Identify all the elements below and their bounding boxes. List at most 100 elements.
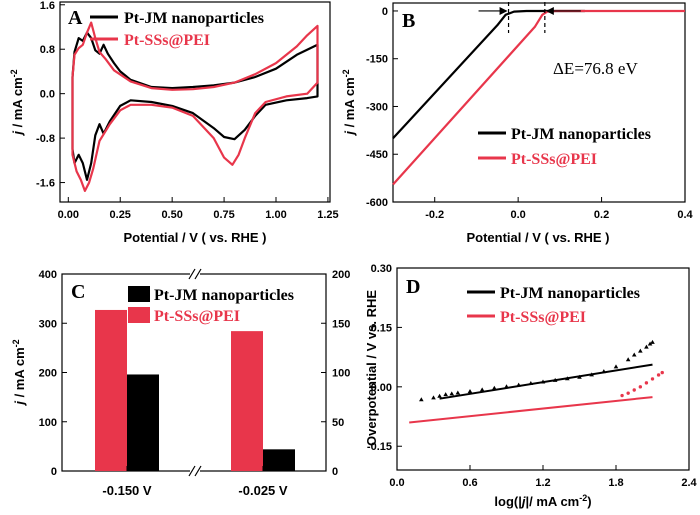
panel-a-x-tick-label: 0.00 (58, 209, 79, 221)
panel-d-series-black-point (625, 357, 631, 362)
panel-d-y-tick-label: -0.15 (367, 441, 392, 453)
panel-d: 0.0 0.6 1.2 1.8 2.4 -0.15 0.00 0.15 0.30 D Pt-J… (364, 263, 698, 509)
panel-c: 0 100 200 300 400 0 50 100 150 200 -0.150 V -0.02… (11, 268, 350, 498)
panel-d-series-black-point (419, 397, 424, 402)
panel-d-series (409, 339, 664, 424)
panel-a: 0.00 0.25 0.50 0.75 1.00 1.25 -1.6 -0.8 0.0 0.8 1… (9, 0, 339, 245)
panel-b-legend-label-black: Pt-JM nanoparticles (511, 126, 651, 143)
panel-b-y-tick-label: -450 (366, 149, 388, 161)
panel-c-legend-swatch-red (128, 307, 150, 323)
panel-a-frame (59, 1, 331, 203)
panel-b-x-tick-label: 0.4 (677, 209, 693, 221)
panel-a-legend-label-red: Pt-SSs@PEI (124, 32, 210, 49)
panel-c-bar-red (95, 309, 127, 471)
panel-c-bar-black (263, 449, 295, 471)
panel-d-series-black-point (613, 364, 619, 369)
panel-d-legend-label-black: Pt-JM nanoparticles (500, 285, 640, 302)
panel-a-x-tick-label: 1.00 (265, 209, 286, 221)
panel-b-arrow-right-head (545, 6, 554, 15)
panel-d-series-red-point (620, 393, 624, 398)
panel-a-y-tick-label: 0.0 (40, 89, 55, 101)
panel-d-y-ticks: -0.15 0.00 0.15 0.30 (367, 263, 402, 453)
panel-b: -0.2 0.0 0.2 0.4 0 -150 -300 -450 -600 B ΔE=76.… (341, 0, 694, 245)
panel-d-series-red-point (632, 388, 636, 392)
panel-a-x-axis-label: Potential / V ( vs. RHE ) (123, 230, 266, 245)
panel-b-x-tick-label: 0.2 (594, 209, 609, 221)
panel-d-series-black-point (565, 376, 570, 381)
panel-c-right-y-ticks: 0 50 100 150 200 (321, 269, 350, 478)
panel-c-legend-swatch-black (128, 286, 150, 302)
panel-c-left-y-ticks: 0 100 200 300 400 (39, 269, 67, 478)
panel-b-y-tick-label: 0 (382, 6, 388, 18)
panel-a-y-axis-label: j / mA cm-2 (9, 69, 25, 136)
panel-a-label: A (68, 7, 83, 29)
panel-b-arrow-left-head (499, 6, 508, 15)
panel-a-legend-label-black: Pt-JM nanoparticles (124, 10, 264, 27)
panel-a-series (71, 21, 319, 192)
panel-c-y-axis-label: j / mA cm-2 (11, 339, 27, 406)
panel-c-left-y-tick-label: 100 (39, 417, 57, 429)
panel-c-axis-break-bottom (188, 465, 202, 477)
panel-c-category-label: -0.150 V (102, 483, 151, 498)
panel-d-series-black-point (455, 390, 461, 395)
panel-d-series-red-point (660, 370, 664, 375)
panel-a-series-black-line (71, 31, 319, 181)
panel-b-x-axis-label: Potential / V ( vs. RHE ) (466, 230, 609, 245)
panel-d-series-black-point (492, 385, 497, 390)
panel-c-category-label: -0.025 V (238, 483, 287, 498)
panel-d-series-black-point (437, 393, 442, 398)
panel-c-bar-black (127, 374, 159, 471)
panel-c-categories: -0.150 V -0.025 V (102, 466, 288, 498)
panel-d-series-red-point (626, 391, 630, 395)
panel-b-annotation: ΔE=76.8 eV (553, 59, 638, 78)
panel-d-series-black-point (467, 388, 473, 393)
panel-d-series-black-point (631, 352, 637, 357)
panel-a-x-ticks: 0.00 0.25 0.50 0.75 1.00 1.25 (58, 197, 339, 221)
panel-b-series-black-line (392, 9, 585, 140)
panel-c-bar-red (231, 331, 263, 471)
panel-a-x-tick-label: 1.25 (317, 209, 338, 221)
panel-d-y-tick-label: 0.15 (371, 322, 392, 334)
panel-d-series-black-point (449, 391, 455, 396)
panel-c-left-y-tick-label: 0 (51, 466, 57, 478)
panel-a-x-tick-label: 0.25 (110, 209, 131, 221)
panel-d-series-black-point (647, 341, 653, 346)
panel-d-series-black-point (650, 339, 655, 344)
panel-d-series-black-point (638, 348, 643, 353)
panel-d-series-black-point (528, 381, 534, 386)
panel-b-y-axis-label: j / mA cm-2 (341, 69, 357, 136)
panel-d-y-axis-label: Overpotential / V vs. RHE (364, 290, 379, 446)
panel-a-x-tick-label: 0.50 (161, 209, 182, 221)
panel-c-right-y-tick-label: 0 (332, 466, 338, 478)
panel-a-x-tick-label: 0.75 (213, 209, 234, 221)
panel-d-series-black-point (431, 395, 436, 400)
panel-c-right-y-tick-label: 50 (332, 417, 344, 429)
panel-d-label: D (406, 276, 420, 298)
panel-c-bars (95, 309, 295, 471)
panel-c-left-y-tick-label: 300 (39, 318, 57, 330)
panel-d-y-tick-label: 0.30 (371, 263, 392, 275)
panel-a-y-ticks: -1.6 -0.8 0.0 0.8 1.6 (36, 0, 65, 190)
panel-a-y-tick-label: -0.8 (36, 133, 55, 145)
panel-b-y-tick-label: -600 (366, 197, 388, 209)
panel-b-frame (392, 2, 686, 203)
panel-d-legend-label-red: Pt-SSs@PEI (500, 309, 586, 326)
panel-c-legend-label-red: Pt-SSs@PEI (154, 308, 240, 325)
panel-d-series-black-point (516, 382, 521, 387)
panel-b-x-tick-label: 0.0 (510, 209, 525, 221)
panel-c-right-y-tick-label: 100 (332, 368, 350, 380)
panel-d-series-black-point (552, 377, 558, 382)
panel-a-y-tick-label: 0.8 (40, 44, 55, 56)
panel-d-series-red-point (638, 385, 643, 389)
panel-d-series-black-point (601, 369, 607, 374)
panel-d-x-tick-label: 1.8 (608, 477, 623, 489)
panel-a-series-red-line (71, 21, 319, 192)
panel-d-series-black-point (540, 379, 546, 384)
panel-d-series-black-point (443, 392, 448, 397)
panel-a-y-tick-label: 1.6 (40, 0, 55, 12)
panel-d-x-tick-label: 2.4 (681, 477, 697, 489)
panel-b-legend-label-red: Pt-SSs@PEI (511, 151, 597, 168)
panel-b-x-tick-label: -0.2 (425, 209, 444, 221)
panel-d-series-black-point (504, 384, 509, 389)
